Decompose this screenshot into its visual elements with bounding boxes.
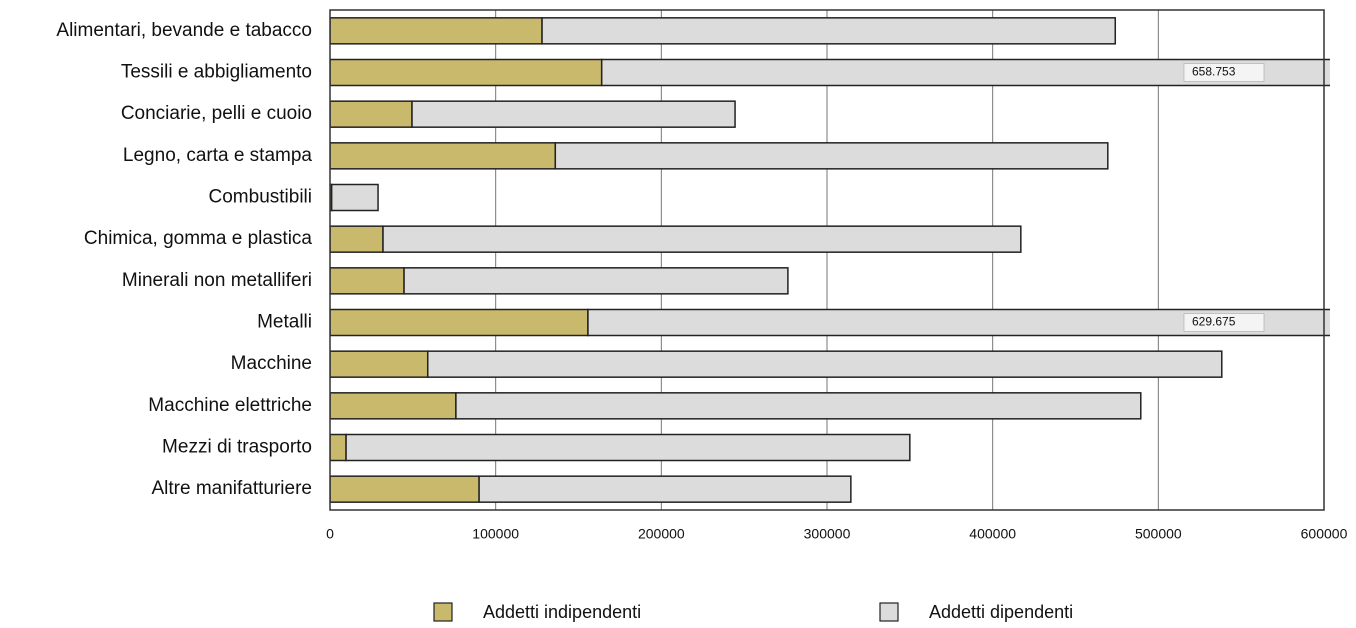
y-tick-label: Minerali non metalliferi [122, 270, 312, 291]
bar-segment [330, 308, 589, 337]
bar-segment [345, 433, 911, 462]
bar-segment [330, 142, 557, 170]
y-tick-label: Tessili e abbigliamento [121, 62, 312, 83]
bar-segment [382, 225, 1022, 253]
legend-label: Addetti dipendenti [929, 602, 1073, 622]
bar-segment [330, 225, 384, 253]
bars [330, 17, 1330, 503]
legend-swatch [879, 602, 899, 622]
bar-segment [478, 475, 852, 503]
bar-segment [330, 433, 347, 462]
bar-segment [330, 58, 603, 87]
bar-segment [330, 17, 543, 45]
y-tick-label: Macchine [231, 353, 312, 374]
total-label: 629.675 [1192, 315, 1236, 329]
total-label-box [1183, 63, 1265, 82]
bar-segment [330, 100, 413, 128]
y-tick-label: Legno, carta e stampa [123, 145, 312, 166]
bar-segment [403, 267, 789, 295]
total-label: 658.753 [1192, 65, 1236, 79]
y-tick-label: Macchine elettriche [148, 395, 312, 416]
bar-segment [330, 267, 405, 295]
bar-segment [554, 142, 1109, 170]
x-tick-label: 300000 [804, 526, 851, 542]
x-tick-label: 400000 [969, 526, 1016, 542]
x-tick-label: 0 [326, 526, 334, 542]
bar-segment [330, 475, 480, 503]
bar-segment [330, 392, 457, 420]
bar-segment [330, 350, 429, 378]
bar-segment [455, 392, 1142, 420]
x-tick-label: 200000 [638, 526, 685, 542]
x-tick-label: 500000 [1135, 526, 1182, 542]
legend-swatch [433, 602, 453, 622]
legend-label: Addetti indipendenti [483, 602, 641, 622]
total-label-box [1183, 313, 1265, 332]
y-tick-label: Metalli [257, 312, 312, 333]
labels: 0 100000 200000 300000 400000 500000 600000 Ali… [56, 20, 1347, 622]
x-tick-label: 100000 [472, 526, 519, 542]
bar-segment [330, 183, 379, 212]
y-tick-label: Conciarie, pelli e cuoio [121, 103, 312, 124]
y-tick-label: Combustibili [209, 187, 312, 208]
y-tick-label: Altre manifatturiere [151, 478, 312, 499]
y-tick-label: Mezzi di trasporto [162, 437, 312, 458]
y-tick-label: Chimica, gomma e plastica [84, 228, 313, 249]
bar-segment [411, 100, 736, 128]
x-tick-label: 600000 [1301, 526, 1348, 542]
y-tick-label: Alimentari, bevande e tabacco [56, 20, 312, 41]
bar-segment [541, 17, 1117, 45]
bar-segment [426, 350, 1223, 378]
plot-frame [329, 9, 1325, 511]
